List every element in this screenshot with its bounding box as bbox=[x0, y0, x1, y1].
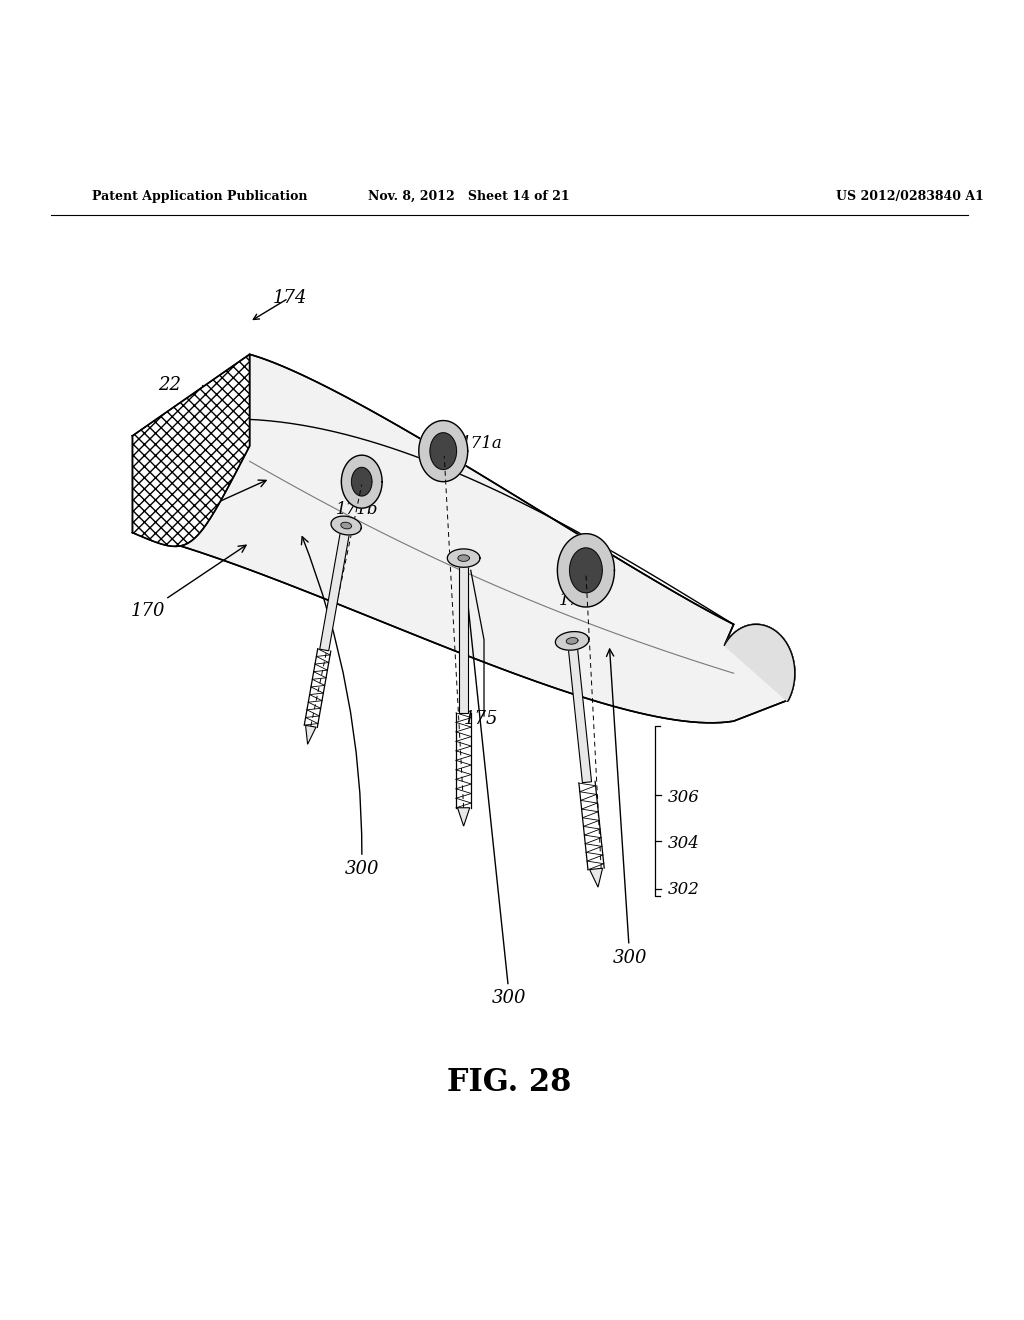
Text: 300: 300 bbox=[606, 649, 647, 966]
Text: 171b: 171b bbox=[336, 500, 379, 517]
Text: FIG. 28: FIG. 28 bbox=[447, 1068, 571, 1098]
Polygon shape bbox=[459, 565, 468, 713]
Text: 170: 170 bbox=[130, 545, 246, 620]
Polygon shape bbox=[568, 648, 592, 783]
Text: 300: 300 bbox=[301, 537, 379, 878]
Polygon shape bbox=[555, 631, 589, 651]
Polygon shape bbox=[458, 808, 470, 826]
Text: 302: 302 bbox=[668, 880, 699, 898]
Polygon shape bbox=[569, 548, 602, 593]
Polygon shape bbox=[555, 639, 589, 648]
Polygon shape bbox=[419, 421, 468, 482]
Polygon shape bbox=[305, 725, 316, 744]
Polygon shape bbox=[132, 354, 795, 723]
Text: 171b: 171b bbox=[558, 593, 601, 610]
Polygon shape bbox=[590, 869, 602, 887]
Polygon shape bbox=[341, 455, 382, 508]
Text: 304: 304 bbox=[668, 836, 699, 851]
Text: 20: 20 bbox=[184, 480, 266, 521]
Polygon shape bbox=[724, 624, 795, 701]
Text: 306: 306 bbox=[668, 789, 699, 807]
Text: 171a: 171a bbox=[461, 436, 503, 453]
Polygon shape bbox=[132, 354, 250, 546]
Polygon shape bbox=[458, 554, 469, 561]
Polygon shape bbox=[566, 638, 578, 644]
Polygon shape bbox=[319, 532, 349, 651]
Text: US 2012/0283840 A1: US 2012/0283840 A1 bbox=[836, 190, 983, 203]
Polygon shape bbox=[557, 533, 614, 607]
Text: 174: 174 bbox=[273, 289, 307, 308]
Text: 300: 300 bbox=[461, 568, 526, 1007]
Text: 22: 22 bbox=[158, 376, 181, 393]
Polygon shape bbox=[331, 523, 361, 533]
Text: 175: 175 bbox=[464, 710, 498, 729]
Polygon shape bbox=[351, 467, 372, 496]
Polygon shape bbox=[447, 549, 480, 568]
Text: Nov. 8, 2012   Sheet 14 of 21: Nov. 8, 2012 Sheet 14 of 21 bbox=[368, 190, 569, 203]
Polygon shape bbox=[430, 433, 457, 470]
Text: Patent Application Publication: Patent Application Publication bbox=[92, 190, 307, 203]
Polygon shape bbox=[341, 523, 351, 529]
Polygon shape bbox=[447, 558, 480, 565]
Polygon shape bbox=[331, 516, 361, 535]
